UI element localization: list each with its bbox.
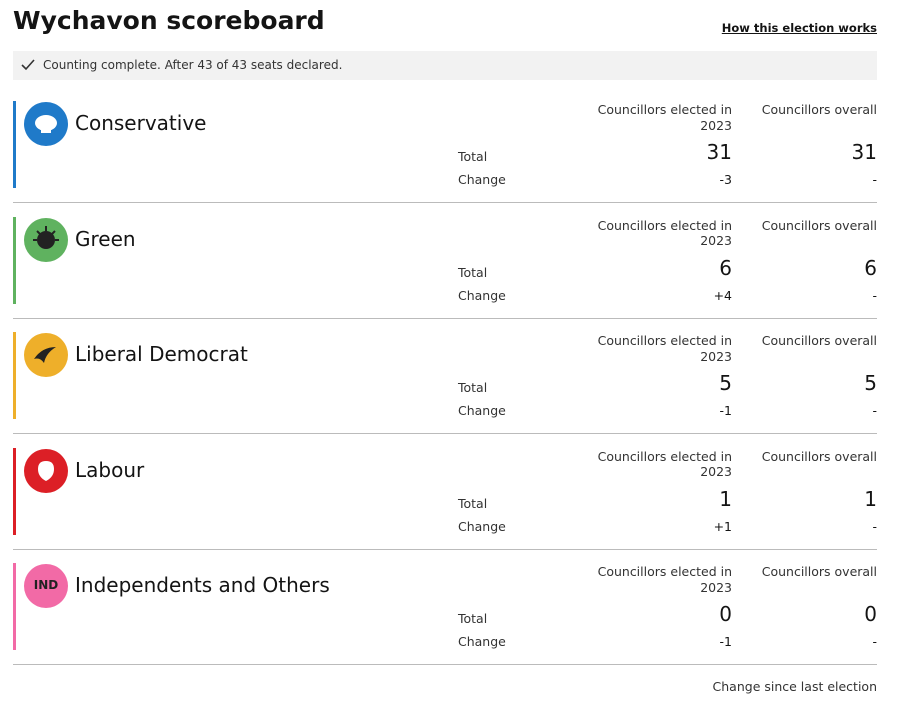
column-header: Councillors overall bbox=[761, 102, 877, 117]
elected-total: 1 bbox=[719, 486, 732, 511]
row-label: Total bbox=[458, 495, 488, 511]
row-label: Change bbox=[458, 403, 506, 418]
status-text: Counting complete. After 43 of 43 seats … bbox=[43, 58, 343, 72]
logo-icon bbox=[35, 115, 57, 133]
check-icon bbox=[21, 59, 35, 71]
separator bbox=[13, 433, 877, 434]
elected-total: 6 bbox=[719, 255, 732, 280]
row-label: Total bbox=[458, 611, 488, 626]
overall-total: 1 bbox=[864, 486, 877, 511]
overall-total: 0 bbox=[864, 602, 877, 626]
overall-total: 5 bbox=[864, 371, 877, 395]
column-header: Councillors overall bbox=[761, 217, 877, 233]
column-header: Councillors overall bbox=[761, 564, 877, 579]
status-bar: Counting complete. After 43 of 43 seats … bbox=[13, 51, 877, 80]
party-logo bbox=[24, 102, 68, 146]
page-title: Wychavon scoreboard bbox=[13, 6, 325, 35]
overall-change: - bbox=[872, 172, 877, 187]
party-logo bbox=[24, 217, 68, 262]
elected-change: +4 bbox=[713, 287, 732, 303]
overall-total: 31 bbox=[851, 140, 877, 164]
overall-change: - bbox=[872, 634, 877, 649]
elected-total: 0 bbox=[719, 602, 732, 626]
column-header: Councillors elected in 2023 bbox=[597, 333, 732, 364]
logo-icon bbox=[33, 225, 59, 249]
party-bar bbox=[13, 563, 16, 650]
column-header: Councillors elected in 2023 bbox=[597, 564, 732, 595]
row-label: Total bbox=[458, 264, 488, 280]
row-label: Change bbox=[458, 172, 506, 187]
party-logo bbox=[24, 448, 68, 493]
row-label: Total bbox=[458, 149, 488, 164]
separator bbox=[13, 664, 877, 665]
elected-change: -3 bbox=[719, 172, 732, 187]
separator bbox=[13, 317, 877, 319]
elected-change: -1 bbox=[719, 634, 732, 649]
party-bar bbox=[13, 447, 16, 535]
overall-change: - bbox=[872, 287, 877, 303]
column-header: Councillors overall bbox=[761, 448, 877, 464]
elected-total: 31 bbox=[706, 140, 732, 164]
party-logo bbox=[24, 333, 68, 377]
logo-icon bbox=[34, 347, 56, 363]
row-label: Change bbox=[458, 634, 506, 649]
separator bbox=[13, 202, 877, 203]
elected-change: +1 bbox=[713, 518, 732, 534]
footer-note: Change since last election bbox=[712, 679, 877, 694]
party-name: Conservative bbox=[75, 111, 207, 135]
overall-total: 6 bbox=[864, 255, 877, 280]
logo-text: IND bbox=[33, 578, 59, 592]
party-logo: IND bbox=[24, 564, 68, 608]
row-label: Change bbox=[458, 518, 506, 534]
party-bar bbox=[13, 101, 16, 188]
logo-icon bbox=[38, 460, 54, 481]
info-link[interactable]: How this election works bbox=[721, 21, 877, 35]
party-name: Labour bbox=[75, 457, 145, 482]
separator bbox=[13, 548, 877, 550]
party-bar bbox=[13, 332, 16, 419]
column-header: Councillors elected in 2023 bbox=[597, 102, 732, 133]
elected-total: 5 bbox=[719, 371, 732, 395]
party-name: Green bbox=[75, 226, 136, 251]
column-header: Councillors elected in 2023 bbox=[597, 217, 732, 249]
row-label: Change bbox=[458, 287, 506, 303]
elected-change: -1 bbox=[719, 403, 732, 418]
column-header: Councillors overall bbox=[761, 333, 877, 348]
column-header: Councillors elected in 2023 bbox=[597, 448, 732, 480]
overall-change: - bbox=[872, 518, 877, 534]
overall-change: - bbox=[872, 403, 877, 418]
row-label: Total bbox=[458, 380, 488, 395]
party-bar bbox=[13, 216, 16, 304]
party-name: Liberal Democrat bbox=[75, 342, 248, 366]
party-name: Independents and Others bbox=[75, 573, 330, 597]
